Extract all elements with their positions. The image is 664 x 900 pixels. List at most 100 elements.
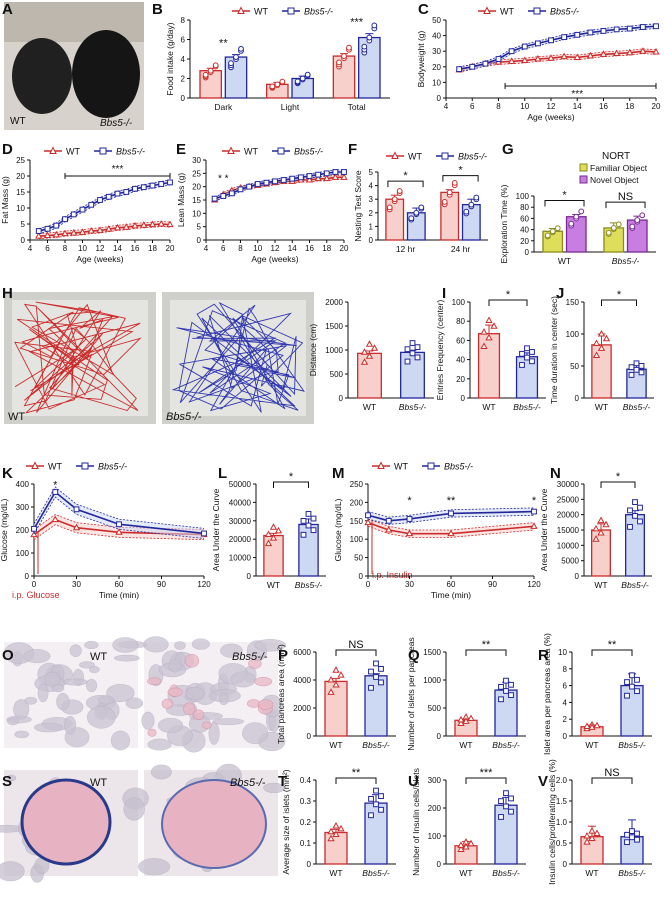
x-axis-title: Time (min)	[99, 590, 139, 600]
data-dot	[212, 62, 219, 69]
data-point	[560, 52, 568, 60]
significance: * *	[218, 173, 229, 184]
data-point	[306, 173, 313, 179]
y-tick-label: 40	[456, 356, 465, 365]
data-dot	[503, 677, 509, 684]
data-dot	[498, 798, 504, 804]
data-point	[35, 228, 42, 234]
y-axis-title: Number of islets per pancreas	[406, 637, 416, 750]
y-tick-label: 100	[516, 192, 530, 201]
data-dot	[327, 676, 335, 683]
y-axis-title: Nesting Test Score	[353, 170, 363, 241]
sem-lower	[459, 53, 657, 73]
panel-letter-b: B	[152, 1, 163, 18]
data-dot	[624, 692, 630, 699]
tissue-lobule	[157, 717, 184, 733]
significance: *	[617, 289, 622, 301]
chart-e: 0 5 10 15 20 25 30 Lean Mass (g) 4 6 8 10 12 14 16 18 20…	[176, 156, 349, 264]
y-tick-label: 40	[432, 32, 441, 41]
bar	[400, 351, 425, 399]
panel-letter-n: N	[550, 465, 561, 482]
y-tick-label: 10	[16, 204, 25, 213]
x-tick-label: 10	[520, 102, 529, 111]
legend-ko-label: Bbs5-/-	[98, 462, 127, 472]
sig-bracket	[335, 777, 377, 784]
ko-track	[171, 301, 305, 413]
sem-band	[459, 23, 656, 72]
tissue-lobule	[125, 697, 144, 709]
data-dot	[332, 830, 340, 838]
x-tick-label: 30	[405, 580, 414, 589]
legend: WT Bbs5-/-	[478, 6, 579, 17]
data-dot	[624, 831, 630, 838]
data-point	[51, 515, 59, 523]
sig-bracket	[591, 777, 633, 784]
x-tick-label: Bbs5-/-	[513, 402, 541, 412]
significance: **	[219, 38, 228, 50]
tissue-lobule	[0, 861, 25, 882]
tissue-lobule	[248, 658, 262, 669]
data-dot	[300, 517, 307, 524]
tissue-lobule	[51, 684, 65, 693]
sem-lower	[214, 173, 344, 202]
significance: *	[532, 495, 537, 507]
data-dot	[264, 539, 273, 547]
significance: ***	[350, 17, 364, 29]
tissue-lobule	[185, 687, 205, 700]
y-tick-label: 0.1	[300, 839, 312, 848]
data-dot	[378, 793, 384, 799]
legend: WT Bbs5-/-	[222, 146, 323, 157]
data-dot	[457, 845, 465, 852]
data-dot	[207, 67, 214, 74]
data-dot	[597, 344, 606, 351]
sig-bracket	[465, 777, 507, 784]
x-tick-label: 90	[157, 580, 166, 589]
y-tick-label: 10	[192, 209, 201, 218]
legend-novel: Novel Object	[590, 175, 639, 185]
y-tick-label: 1500	[423, 648, 441, 657]
data-point	[72, 523, 81, 531]
data-dot	[573, 213, 580, 220]
tissue-lobule	[143, 636, 169, 653]
data-dot	[544, 232, 551, 239]
data-point	[332, 169, 339, 175]
data-dot	[346, 44, 352, 51]
panel-letter-o: O	[2, 647, 14, 664]
data-point	[639, 47, 647, 54]
x-tick-label: 6	[45, 244, 50, 253]
bar	[263, 534, 284, 577]
data-dot	[360, 348, 369, 355]
data-dot	[593, 829, 601, 837]
y-tick-label: 2	[181, 75, 186, 84]
data-point	[482, 60, 489, 67]
data-point	[600, 28, 607, 34]
sem-lower	[367, 525, 535, 538]
ko-mouse-shape	[72, 30, 140, 118]
data-dot	[637, 518, 643, 525]
data-point	[35, 232, 43, 239]
x-tick-label: WT	[595, 402, 608, 412]
tissue-lobule	[167, 687, 183, 697]
tissue-lobule	[183, 702, 196, 716]
sig-bracket	[442, 175, 479, 182]
y-axis-title: Glucose (mg/dL)	[0, 498, 9, 561]
data-dot	[629, 834, 635, 841]
y-tick-label: 4	[563, 698, 568, 707]
tissue-lobule	[56, 692, 70, 711]
data-dot	[624, 839, 630, 846]
data-dot	[361, 43, 368, 50]
x-tick-label: WT	[329, 868, 342, 878]
y-tick-label: 50	[570, 362, 579, 371]
legend: WT Bbs5-/-	[386, 151, 487, 162]
significance: **	[608, 639, 617, 651]
legend-wt-label: WT	[394, 462, 408, 472]
data-dot	[396, 188, 403, 194]
data-point	[148, 220, 157, 228]
x-tick-label: 8	[63, 244, 68, 253]
data-dot	[588, 723, 596, 730]
x-tick-label: 24 hr	[451, 244, 471, 254]
data-point	[289, 175, 296, 182]
x-tick-label: WT	[585, 868, 598, 878]
legend-ko-marker	[277, 147, 285, 155]
